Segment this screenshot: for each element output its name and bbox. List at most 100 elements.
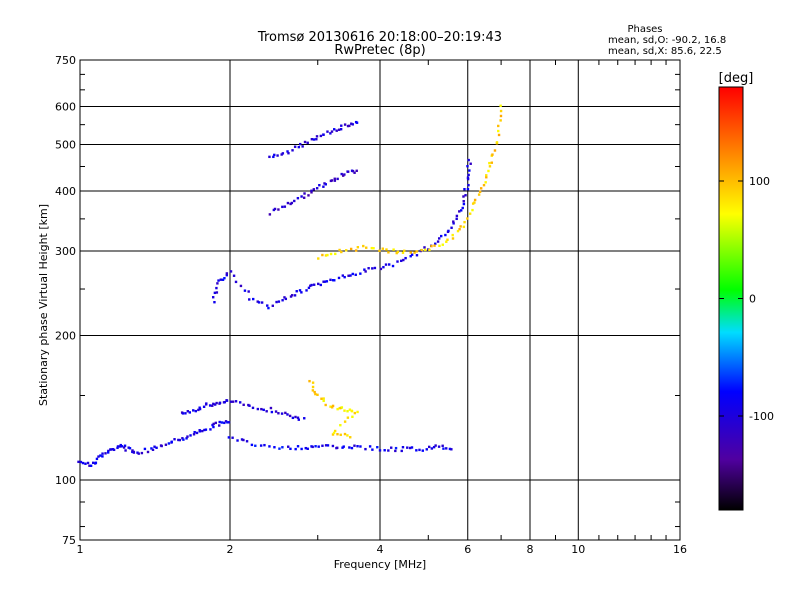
data-point — [332, 431, 336, 435]
data-point — [322, 397, 325, 400]
data-point — [197, 408, 200, 412]
data-point — [299, 142, 302, 146]
x-tick-label: 10 — [571, 543, 585, 556]
data-point — [432, 445, 436, 449]
data-point — [226, 421, 229, 424]
data-point — [311, 381, 315, 384]
data-point — [326, 253, 329, 257]
data-point — [478, 190, 482, 193]
data-point — [268, 213, 272, 216]
data-point — [467, 158, 470, 162]
data-point — [257, 301, 261, 304]
data-point — [323, 182, 326, 185]
data-point — [313, 390, 316, 394]
data-point — [430, 244, 433, 248]
data-point — [286, 201, 290, 205]
data-point — [151, 448, 155, 452]
data-point — [236, 439, 239, 442]
data-point — [334, 252, 337, 256]
data-point — [490, 161, 494, 164]
data-point — [120, 445, 124, 448]
data-point — [363, 268, 366, 271]
data-point — [167, 442, 171, 445]
data-point — [277, 208, 280, 211]
data-point — [468, 169, 471, 172]
data-point — [493, 149, 497, 152]
data-point — [437, 445, 441, 448]
data-point — [201, 429, 204, 433]
data-point — [212, 425, 215, 429]
data-point — [295, 290, 298, 293]
data-point — [296, 416, 300, 419]
data-point — [448, 447, 452, 451]
data-point — [297, 145, 301, 149]
grid-lines — [80, 60, 680, 540]
data-point — [300, 447, 303, 451]
data-point — [212, 402, 215, 406]
data-point — [365, 246, 368, 249]
data-point — [325, 280, 329, 283]
data-point — [297, 418, 300, 421]
data-point — [321, 444, 324, 447]
data-point — [340, 250, 343, 254]
data-point — [128, 447, 132, 450]
data-point — [267, 306, 270, 310]
data-point — [223, 400, 227, 404]
data-point — [84, 462, 87, 465]
y-tick-label: 300 — [55, 245, 76, 258]
data-point — [450, 226, 453, 229]
data-point — [143, 447, 147, 451]
data-point — [251, 406, 255, 410]
data-point — [459, 225, 462, 228]
data-point — [275, 300, 278, 304]
data-point — [330, 406, 334, 409]
chart-subtitle: RwPretec (8p) — [334, 43, 425, 58]
data-point — [473, 198, 477, 202]
data-point — [329, 132, 332, 135]
data-point — [343, 123, 347, 126]
data-point — [289, 295, 293, 298]
data-point — [225, 273, 229, 277]
data-point — [281, 205, 284, 209]
data-point — [231, 400, 235, 403]
data-point — [495, 141, 499, 144]
data-point — [359, 272, 362, 275]
data-points — [77, 104, 503, 467]
data-point — [209, 428, 212, 431]
data-point — [181, 412, 185, 415]
data-point — [434, 444, 437, 447]
data-point — [348, 124, 351, 128]
data-point — [385, 248, 388, 251]
data-point — [303, 192, 306, 195]
data-point — [320, 397, 323, 400]
data-point — [293, 199, 296, 203]
data-point — [324, 183, 327, 186]
data-point — [310, 191, 313, 194]
data-point — [248, 404, 251, 407]
data-point — [337, 128, 341, 131]
data-point — [272, 208, 276, 212]
data-point — [390, 446, 393, 449]
data-point — [471, 208, 474, 212]
data-point — [107, 449, 110, 453]
data-point — [219, 278, 223, 281]
data-point — [314, 445, 317, 448]
data-point — [343, 173, 346, 176]
data-point — [333, 179, 337, 182]
data-point — [466, 217, 469, 220]
data-point — [265, 410, 268, 413]
data-point — [368, 445, 372, 448]
data-point — [339, 128, 343, 131]
data-point — [218, 420, 221, 424]
data-point — [391, 264, 395, 268]
data-point — [217, 279, 220, 282]
data-point — [473, 201, 476, 204]
data-point — [247, 290, 250, 293]
data-point — [487, 169, 490, 173]
data-point — [499, 104, 502, 107]
data-point — [329, 252, 333, 256]
data-point — [198, 407, 202, 411]
data-point — [356, 410, 359, 414]
data-point — [256, 300, 259, 303]
stats-line-x: mean, sd,X: 85.6, 22.5 — [608, 46, 722, 57]
